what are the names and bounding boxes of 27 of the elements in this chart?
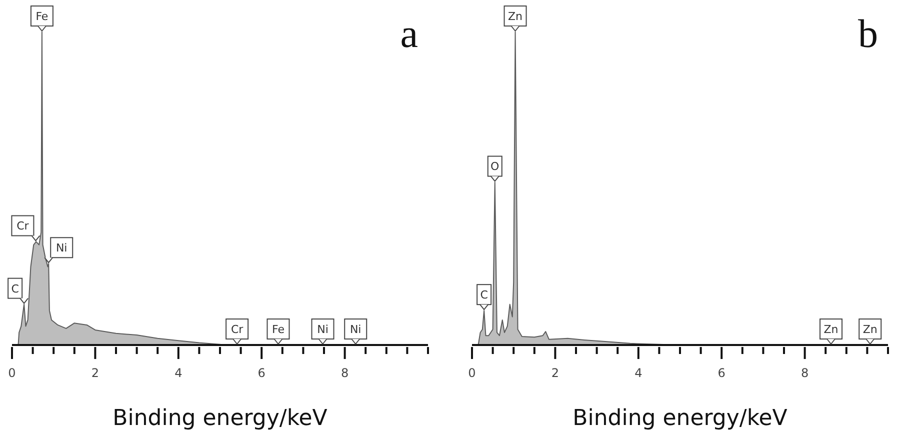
annotation: Fe — [36, 10, 48, 23]
x-tick-label: 2 — [551, 366, 560, 380]
annotation: Cr — [16, 220, 30, 233]
annotation: Zn — [824, 323, 838, 336]
x-tick-label: 6 — [258, 366, 266, 380]
annotation: C — [11, 282, 20, 296]
x-axis-title: Binding energy/keV — [572, 406, 788, 431]
annotation: Ni — [317, 323, 328, 336]
x-tick-label: 0 — [8, 366, 16, 380]
x-axis-title: Binding energy/keV — [112, 406, 328, 431]
chart-title: a — [400, 10, 418, 57]
x-tick-label: 0 — [468, 366, 476, 380]
annotation: Fe — [272, 323, 285, 336]
x-tick-label: 4 — [174, 366, 182, 380]
annotation: Cr — [230, 323, 244, 336]
x-tick-label: 4 — [634, 366, 642, 380]
annotation: Ni — [350, 323, 362, 336]
chart-title: b — [858, 10, 878, 57]
x-tick-label: 6 — [718, 366, 726, 380]
x-tick-label: 8 — [340, 366, 349, 380]
x-tick-label: 8 — [800, 366, 809, 380]
annotation: Zn — [508, 10, 523, 23]
annotation: Ni — [56, 242, 68, 255]
annotation: Zn — [862, 323, 878, 336]
x-tick-label: 2 — [91, 366, 100, 380]
annotation: C — [480, 288, 488, 302]
annotation: O — [490, 160, 500, 174]
